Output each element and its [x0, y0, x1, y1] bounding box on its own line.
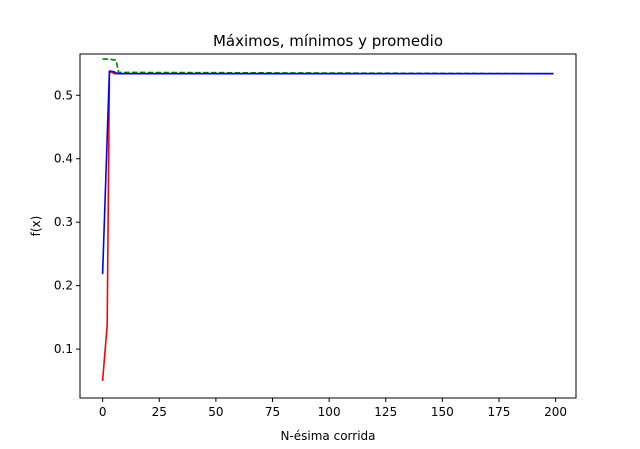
series-line-2	[102, 58, 554, 75]
y-tick-label: 0.3	[54, 215, 73, 229]
chart-title: Máximos, mínimos y promedio	[213, 32, 443, 50]
x-axis-label: N-ésima corrida	[280, 429, 375, 443]
y-axis-label: f(x)	[29, 216, 43, 237]
x-tick-label: 200	[544, 405, 567, 419]
x-tick-label: 25	[152, 405, 167, 419]
series-layer	[101, 58, 554, 381]
axes-frame	[79, 53, 577, 399]
y-axis-ticks: 0.1 0.2 0.3 0.4 0.5	[54, 88, 80, 356]
y-tick-label: 0.1	[54, 342, 73, 356]
y-tick-label: 0.5	[54, 88, 73, 102]
x-tick-label: 125	[374, 405, 397, 419]
x-tick-label: 100	[318, 405, 341, 419]
y-tick-label: 0.2	[54, 279, 73, 293]
x-tick-label: 50	[208, 405, 223, 419]
x-tick-label: 0	[99, 405, 107, 419]
x-axis-ticks: 0 25 50 75 100 125 150 175 200	[99, 398, 567, 419]
series-line-3	[101, 70, 554, 275]
plot-area	[79, 53, 577, 399]
x-tick-label: 175	[488, 405, 511, 419]
x-tick-label: 150	[431, 405, 454, 419]
y-tick-label: 0.4	[54, 152, 73, 166]
plot-background	[80, 54, 576, 398]
x-tick-label: 75	[265, 405, 280, 419]
